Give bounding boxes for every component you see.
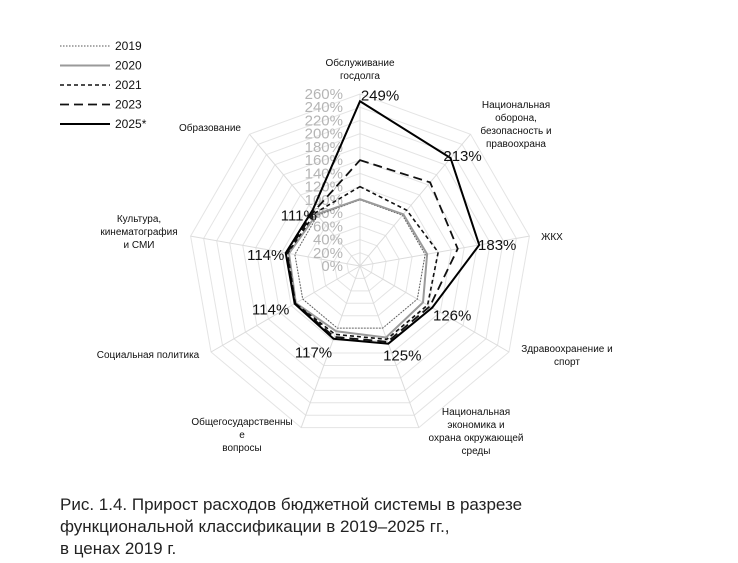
- legend-label: 2019: [115, 39, 142, 53]
- category-label: Здравоохранение и: [521, 344, 612, 355]
- category-label: спорт: [554, 357, 580, 368]
- category-label: и СМИ: [124, 240, 155, 251]
- category-label: охрана окружающей: [429, 433, 524, 444]
- value-label: 117%: [295, 345, 332, 362]
- category-label: среды: [462, 446, 491, 457]
- category-label: госдолга: [340, 71, 380, 82]
- value-label: 213%: [443, 148, 481, 165]
- tick-label: 240%: [305, 99, 343, 116]
- grid-ring: [307, 212, 413, 317]
- value-label: 125%: [383, 348, 421, 365]
- value-label: 126%: [433, 308, 471, 325]
- tick-label: 140%: [305, 165, 343, 182]
- series-2019-line: [294, 199, 426, 329]
- legend-label: 2025*: [115, 117, 147, 131]
- tick-label: 220%: [305, 112, 343, 129]
- caption-line-3: в ценах 2019 г.: [60, 539, 177, 558]
- grid-spoke: [300, 265, 361, 428]
- category-label: Национальная: [442, 407, 510, 418]
- series-2020-line: [287, 198, 429, 339]
- grid-spoke: [210, 265, 361, 353]
- grid-ring: [216, 119, 504, 404]
- grid-spoke: [359, 265, 420, 428]
- tick-label: 160%: [305, 152, 343, 169]
- category-label: правоохрана: [486, 139, 546, 150]
- grid-ring: [268, 172, 452, 354]
- category-label: Общегосударственны: [191, 416, 292, 428]
- category-label: Социальная политика: [97, 350, 200, 361]
- tick-label: 20%: [313, 245, 343, 262]
- category-label: ЖКХ: [541, 232, 563, 243]
- value-label: 183%: [478, 237, 516, 254]
- legend-label: 2020: [115, 59, 142, 73]
- category-label: кинематография: [100, 226, 177, 238]
- tick-label: 60%: [313, 218, 343, 235]
- tick-label: 180%: [305, 139, 343, 156]
- grid-ring: [203, 106, 517, 416]
- category-label: вопросы: [222, 443, 262, 454]
- grid-ring: [333, 239, 387, 292]
- radar-chart: 0%20%40%60%80%100%120%140%160%180%200%22…: [60, 39, 613, 457]
- category-label: оборона,: [495, 112, 537, 124]
- grid-ring: [255, 159, 465, 366]
- grid-ring: [190, 93, 530, 429]
- value-label: 249%: [361, 87, 399, 104]
- legend-label: 2021: [115, 78, 142, 92]
- category-label: Национальная: [482, 100, 550, 111]
- grid-spoke: [359, 235, 530, 267]
- value-label: 111%: [281, 208, 317, 225]
- legend-label: 2023: [115, 98, 142, 112]
- category-label: Обслуживание: [325, 57, 394, 69]
- category-label: Культура,: [117, 214, 161, 225]
- caption-line-2: функциональной классификации в 2019–2025…: [60, 517, 450, 536]
- tick-label: 0%: [321, 258, 343, 275]
- category-label: экономика и: [447, 420, 504, 431]
- caption-line-1: Рис. 1.4. Прирост расходов бюджетной сис…: [60, 495, 523, 514]
- grid-spoke: [190, 235, 361, 267]
- tick-label: 40%: [313, 232, 343, 249]
- tick-label: 120%: [305, 179, 343, 196]
- grid-ring: [242, 146, 478, 379]
- value-label: 114%: [247, 247, 284, 264]
- figure-caption: Рис. 1.4. Прирост расходов бюджетной сис…: [60, 494, 700, 560]
- series-2025-line: [284, 99, 481, 345]
- grid-spoke: [359, 265, 510, 353]
- tick-label: 200%: [305, 126, 343, 143]
- grid-ring: [229, 133, 491, 391]
- category-label: безопасность и: [480, 125, 551, 137]
- grid-ring: [346, 252, 374, 279]
- grid-ring: [320, 225, 400, 304]
- category-label: Образование: [179, 122, 241, 134]
- grid-spoke: [359, 133, 471, 267]
- series-2021-line: [286, 185, 440, 341]
- value-label: 114%: [252, 302, 289, 319]
- category-label: е: [239, 430, 245, 441]
- tick-label: 260%: [305, 86, 343, 103]
- grid-spoke: [249, 133, 361, 267]
